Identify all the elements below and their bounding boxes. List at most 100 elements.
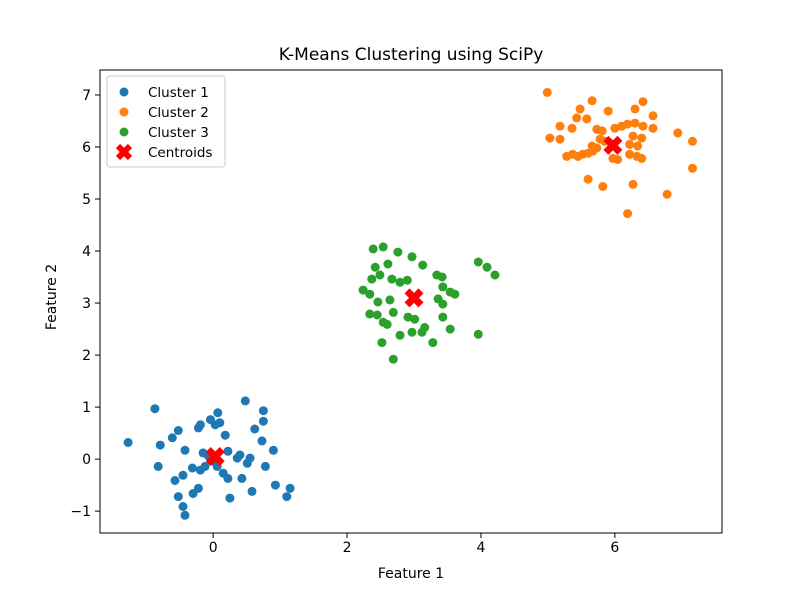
scatter-point	[583, 174, 593, 184]
scatter-point	[438, 282, 448, 292]
scatter-point	[250, 424, 260, 434]
scatter-point	[410, 314, 420, 324]
y-tick-label: 3	[82, 296, 91, 312]
scatter-point	[282, 492, 292, 502]
scatter-point	[378, 242, 388, 252]
scatter-point	[260, 461, 270, 471]
legend-marker-1	[119, 87, 129, 97]
scatter-point	[245, 453, 255, 463]
scatter-point	[598, 182, 608, 191]
axes-frame	[99, 69, 723, 534]
scatter-point	[407, 327, 417, 337]
series-cluster-1	[123, 396, 295, 520]
scatter-point	[240, 396, 250, 406]
x-tick-label: 2	[343, 540, 352, 556]
legend-label: Cluster 3	[148, 125, 209, 141]
scatter-point	[123, 438, 133, 447]
legend-marker-3	[119, 127, 129, 137]
scatter-point	[358, 285, 368, 295]
scatter-point	[587, 96, 597, 106]
scatter-point	[225, 493, 235, 503]
scatter-point	[178, 470, 188, 480]
scatter-point	[418, 260, 428, 270]
scatter-point	[173, 426, 183, 435]
scatter-point	[257, 436, 267, 446]
scatter-point	[662, 189, 672, 199]
scatter-point	[372, 310, 382, 320]
scatter-point	[235, 450, 245, 460]
y-tick-label: 4	[82, 244, 91, 260]
scatter-point	[193, 483, 203, 493]
y-tick-label: 7	[82, 88, 91, 104]
scatter-point	[373, 297, 383, 307]
scatter-point	[365, 309, 375, 319]
scatter-point	[395, 277, 405, 287]
scatter-point	[597, 126, 607, 136]
scatter-point	[268, 445, 278, 455]
scatter-point	[178, 502, 188, 511]
x-tick-label: 6	[610, 540, 619, 556]
scatter-point	[258, 406, 268, 416]
scatter-point	[155, 440, 165, 450]
scatter-point	[285, 483, 295, 493]
scatter-point	[482, 262, 492, 272]
scatter-point	[623, 209, 633, 219]
y-tick-label: 1	[82, 400, 91, 416]
scatter-point	[167, 433, 177, 443]
scatter-point	[383, 259, 393, 269]
legend-centroid-marker	[115, 143, 133, 161]
scatter-point	[688, 163, 697, 173]
scatter-point	[215, 418, 225, 428]
scatter-point	[200, 461, 210, 471]
scatter-point	[628, 131, 638, 141]
centroid-marker	[404, 288, 424, 308]
scatter-point	[572, 113, 582, 123]
legend-label: Centroids	[148, 145, 212, 161]
scatter-point	[438, 312, 448, 322]
scatter-point	[438, 299, 448, 309]
scatter-point	[588, 146, 598, 156]
scatter-point	[270, 480, 280, 490]
scatter-point	[603, 106, 613, 116]
y-tick-label: 5	[82, 192, 91, 208]
scatter-point	[180, 445, 190, 455]
scatter-point	[173, 492, 183, 502]
series-cluster-3	[358, 242, 500, 364]
scatter-point	[395, 330, 405, 340]
scatter-point	[223, 473, 233, 483]
scatter-point	[625, 139, 635, 149]
scatter-point	[220, 430, 230, 440]
scatter-point	[223, 446, 233, 456]
scatter-point	[407, 252, 417, 262]
scatter-point	[375, 270, 385, 280]
scatter-point	[377, 338, 387, 348]
scatter-point	[237, 473, 247, 483]
scatter-point	[428, 338, 438, 348]
y-tick-label: −1	[70, 504, 91, 520]
scatter-point	[473, 329, 483, 339]
x-tick-label: 0	[209, 540, 218, 556]
centroid-marker	[603, 135, 623, 155]
scatter-point	[382, 319, 392, 329]
scatter-point	[388, 354, 398, 364]
scatter-point	[180, 510, 190, 520]
y-tick-label: 6	[82, 140, 91, 156]
scatter-point	[638, 121, 648, 131]
scatter-point	[213, 408, 223, 418]
scatter-point	[368, 244, 378, 254]
scatter-point	[195, 420, 205, 430]
scatter-point	[150, 404, 160, 414]
scatter-point	[567, 123, 577, 133]
series-centroids	[205, 135, 623, 466]
chart-title: K-Means Clustering using SciPy	[279, 45, 544, 65]
legend-marker-2	[119, 107, 129, 117]
scatter-point	[648, 111, 658, 121]
legend-label: Cluster 1	[148, 85, 209, 101]
scatter-point	[153, 461, 163, 471]
scatter-point	[437, 272, 447, 282]
scatter-point	[187, 463, 197, 473]
x-tick-label: 4	[477, 540, 486, 556]
scatter-point	[555, 121, 565, 131]
scatter-point	[473, 257, 483, 267]
